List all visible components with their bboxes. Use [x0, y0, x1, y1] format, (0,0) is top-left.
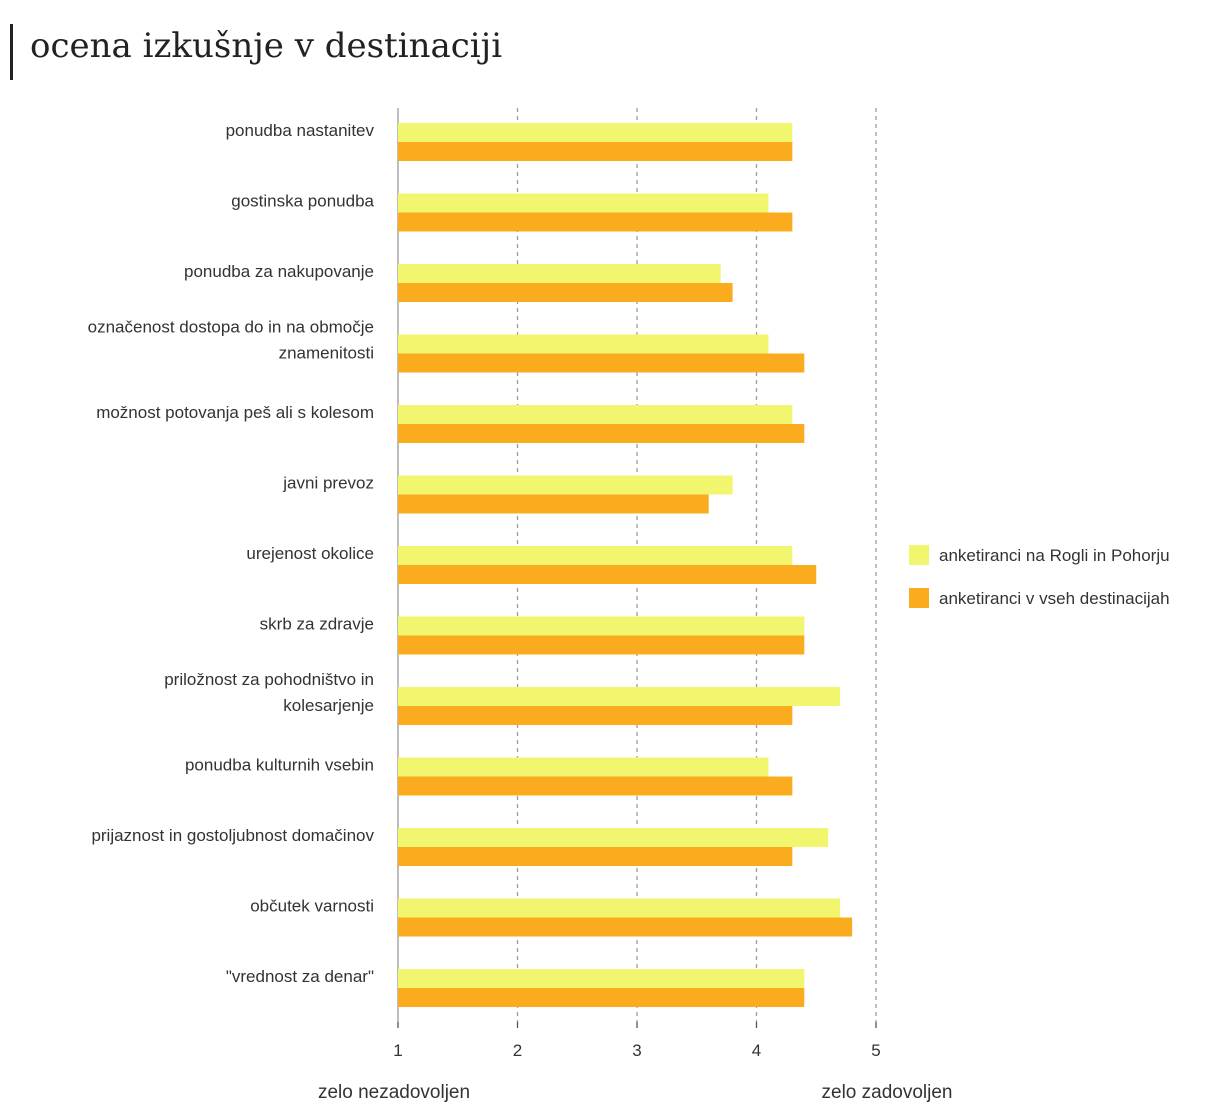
legend-label-0: anketiranci na Rogli in Pohorju	[939, 546, 1170, 565]
chart-title: ocena izkušnje v destinaciji	[30, 26, 503, 66]
category-label-10: prijaznost in gostoljubnost domačinov	[91, 826, 374, 845]
category-label-12: "vrednost za denar"	[226, 967, 374, 986]
x-tick-label-2: 2	[513, 1041, 522, 1060]
bar-all-destinations-6	[398, 565, 817, 584]
category-label-4: možnost potovanja peš ali s kolesom	[96, 403, 374, 422]
x-min-label: zelo nezadovoljen	[318, 1082, 470, 1103]
x-tick-label-3: 3	[632, 1041, 641, 1060]
bar-rogla-pohorje-10	[398, 828, 829, 847]
bar-rogla-pohorje-8	[398, 687, 841, 706]
bar-all-destinations-4	[398, 424, 805, 443]
category-label-5: javni prevoz	[282, 474, 374, 493]
legend-label-1: anketiranci v vseh destinacijah	[939, 589, 1170, 608]
x-tick-label-5: 5	[871, 1041, 880, 1060]
bar-all-destinations-10	[398, 847, 793, 866]
bar-all-destinations-2	[398, 283, 733, 302]
bar-rogla-pohorje-7	[398, 616, 805, 636]
x-tick-label-4: 4	[752, 1041, 761, 1060]
bar-rogla-pohorje-12	[398, 969, 805, 988]
category-label-9: ponudba kulturnih vsebin	[185, 756, 374, 775]
title-accent-bar	[10, 24, 13, 80]
bar-rogla-pohorje-11	[398, 898, 841, 918]
category-label-11: občutek varnosti	[250, 897, 374, 916]
bar-rogla-pohorje-2	[398, 264, 721, 283]
x-tick-label-1: 1	[393, 1041, 402, 1060]
bar-all-destinations-11	[398, 917, 853, 937]
bar-rogla-pohorje-5	[398, 475, 733, 495]
bar-all-destinations-5	[398, 494, 709, 514]
bar-all-destinations-3	[398, 353, 805, 373]
category-label-8-line-1: kolesarjenje	[283, 696, 374, 715]
bar-all-destinations-0	[398, 142, 793, 161]
category-label-3-line-0: označenost dostopa do in na območje	[88, 318, 374, 337]
bar-all-destinations-12	[398, 988, 805, 1007]
bar-rogla-pohorje-1	[398, 193, 769, 213]
bar-all-destinations-7	[398, 635, 805, 655]
bar-rogla-pohorje-6	[398, 546, 793, 565]
bar-all-destinations-1	[398, 212, 793, 232]
category-label-6: urejenost okolice	[246, 544, 374, 563]
category-label-3-line-1: znamenitosti	[279, 344, 374, 363]
x-max-label: zelo zadovoljen	[822, 1082, 953, 1103]
bar-rogla-pohorje-9	[398, 757, 769, 777]
category-label-1: gostinska ponudba	[231, 192, 374, 211]
category-label-8-line-0: priložnost za pohodništvo in	[164, 670, 374, 689]
legend-swatch-0	[909, 545, 929, 565]
bar-all-destinations-9	[398, 776, 793, 796]
bar-rogla-pohorje-3	[398, 334, 769, 354]
bar-rogla-pohorje-4	[398, 405, 793, 424]
category-label-0: ponudba nastanitev	[226, 121, 375, 140]
category-label-2: ponudba za nakupovanje	[184, 262, 374, 281]
legend-swatch-1	[909, 588, 929, 608]
bar-rogla-pohorje-0	[398, 123, 793, 142]
category-label-7: skrb za zdravje	[260, 615, 374, 634]
bar-all-destinations-8	[398, 706, 793, 725]
